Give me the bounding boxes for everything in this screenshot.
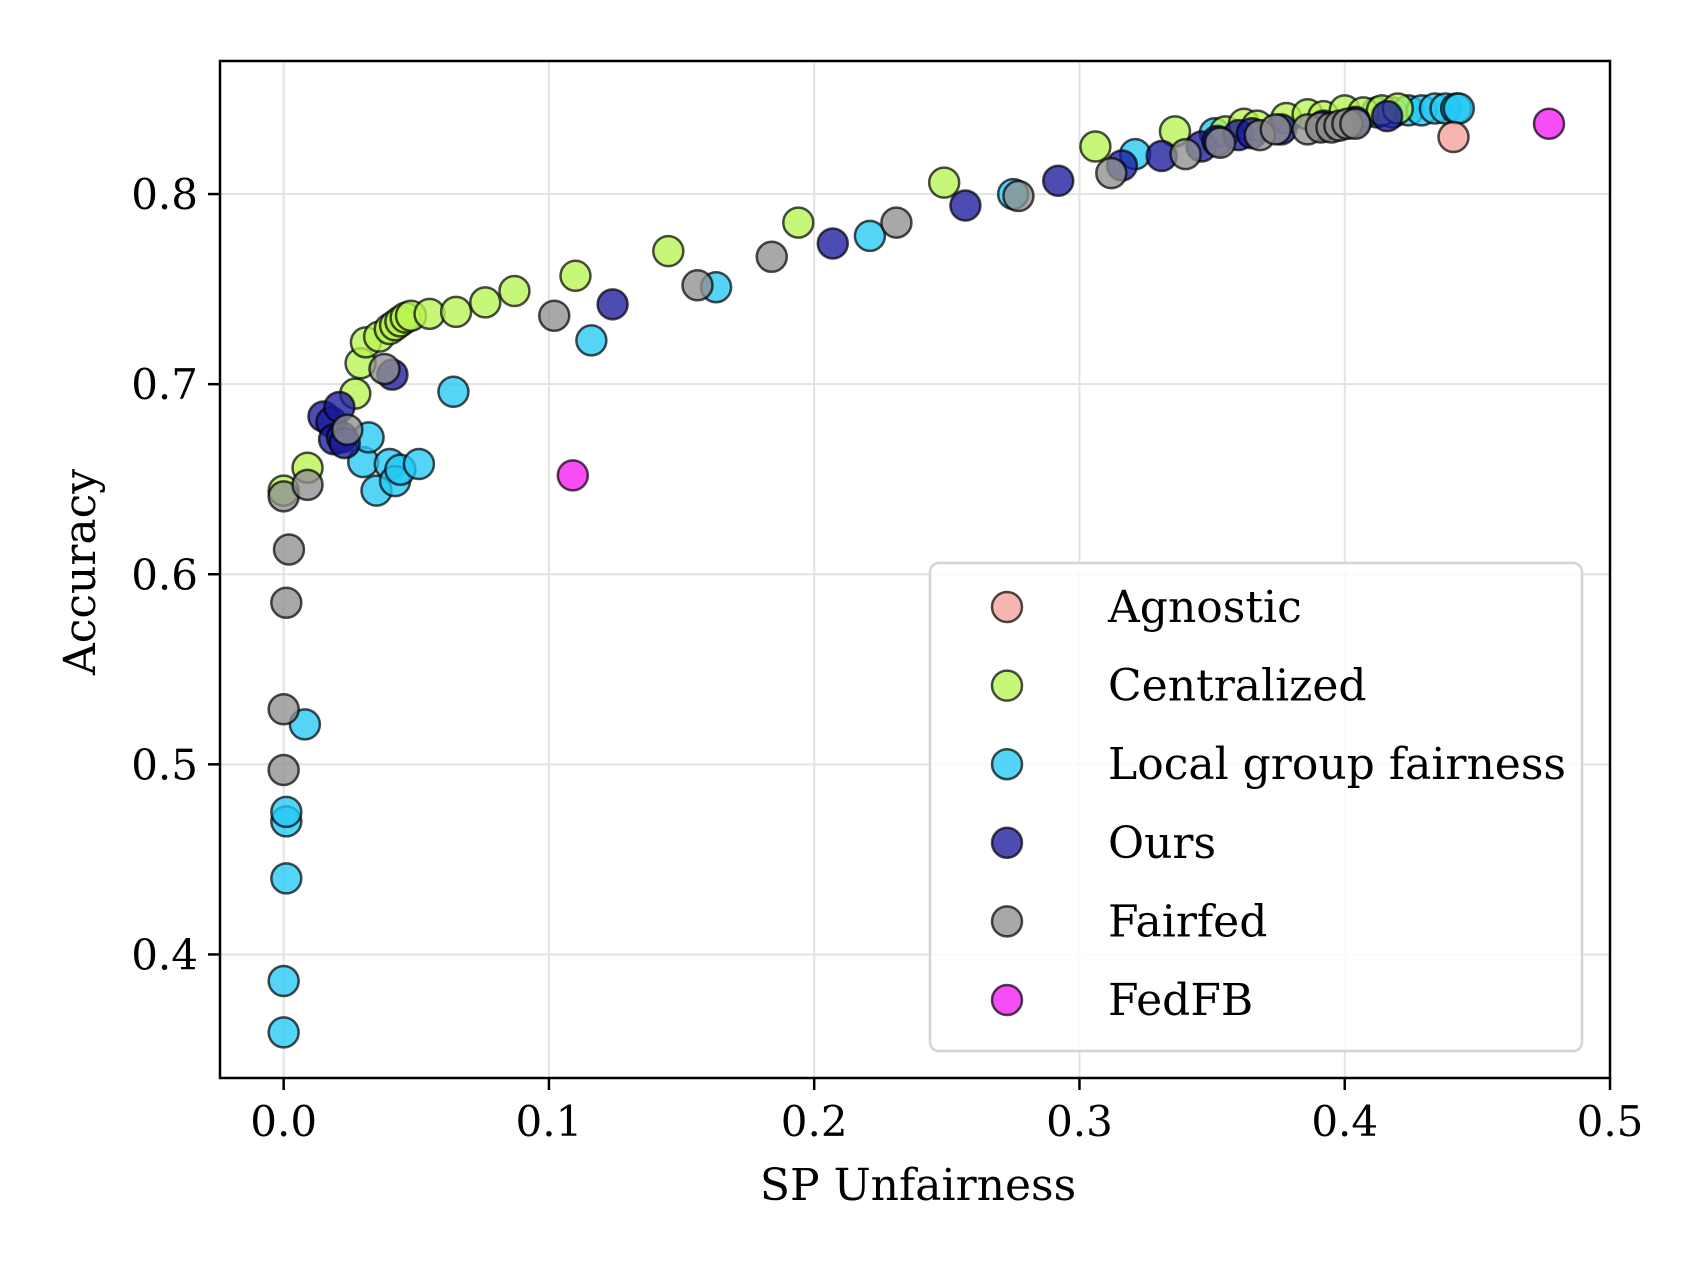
legend-label-centralized: Centralized xyxy=(1108,661,1367,712)
point-centralized xyxy=(1079,130,1112,163)
x-tick-label: 0.4 xyxy=(1311,1097,1378,1146)
legend-marker-fedfb xyxy=(990,983,1024,1017)
point-fairfed xyxy=(1169,137,1202,171)
point-ours xyxy=(1370,99,1404,133)
point-fairfed xyxy=(291,468,324,502)
point-fairfed xyxy=(755,240,789,274)
data-points xyxy=(267,92,1566,1049)
x-axis-label: SP Unfairness xyxy=(760,1160,1076,1211)
point-ours xyxy=(596,288,629,321)
x-tick-label: 0.0 xyxy=(250,1097,317,1146)
point-centralized xyxy=(498,274,531,308)
legend-label-fairfed: Fairfed xyxy=(1108,896,1267,947)
y-tick-label: 0.5 xyxy=(131,740,198,789)
point-ours xyxy=(816,227,850,260)
point-fairfed xyxy=(1259,113,1293,146)
legend-marker-centralized xyxy=(990,669,1024,702)
point-fairfed xyxy=(368,352,401,386)
y-axis-label: Accuracy xyxy=(55,469,106,676)
legend-marker-ours xyxy=(990,826,1024,860)
point-ours xyxy=(949,189,982,222)
point-fairfed xyxy=(537,299,571,332)
point-local-group-fairness xyxy=(270,795,303,829)
legend-label-agnostic: Agnostic xyxy=(1107,582,1302,633)
legend-label-fedfb: FedFB xyxy=(1108,975,1253,1026)
y-tick-label: 0.4 xyxy=(131,930,198,979)
point-local-group-fairness xyxy=(1442,92,1476,125)
point-fedfb xyxy=(1532,107,1566,140)
point-local-group-fairness xyxy=(575,324,608,357)
x-tick-label: 0.3 xyxy=(1046,1097,1113,1146)
point-fairfed xyxy=(267,753,300,787)
point-fairfed xyxy=(270,586,303,620)
point-fairfed xyxy=(267,692,300,726)
point-fairfed xyxy=(1095,156,1128,190)
legend: Agnostic Centralized Local group fairness O… xyxy=(928,561,1584,1053)
point-local-group-fairness xyxy=(437,375,470,409)
point-fairfed xyxy=(880,206,913,239)
y-tick-label: 0.7 xyxy=(131,360,198,409)
legend-marker-local-group-fairness xyxy=(990,747,1024,781)
point-fairfed xyxy=(1203,126,1237,159)
point-centralized xyxy=(782,206,815,239)
x-tick-label: 0.2 xyxy=(781,1097,848,1146)
point-centralized xyxy=(927,166,961,199)
legend-marker-agnostic xyxy=(990,590,1024,624)
legend-label-local-group-fairness: Local group fairness xyxy=(1108,739,1566,790)
point-local-group-fairness xyxy=(267,964,300,998)
y-tick-label: 0.8 xyxy=(131,170,198,219)
point-agnostic xyxy=(1437,120,1470,154)
y-tick-label: 0.6 xyxy=(131,550,198,599)
legend-label-ours: Ours xyxy=(1108,818,1216,869)
legend-marker-fairfed xyxy=(990,905,1024,938)
legend-box xyxy=(928,561,1584,1053)
point-centralized xyxy=(469,286,502,319)
point-fedfb xyxy=(556,459,590,492)
point-ours xyxy=(1041,164,1075,198)
point-centralized xyxy=(439,295,473,329)
point-fairfed xyxy=(272,533,306,566)
point-local-group-fairness xyxy=(270,862,303,895)
point-centralized xyxy=(652,234,685,268)
plot-frame xyxy=(218,59,1612,1080)
point-fairfed xyxy=(1002,179,1035,213)
point-fairfed xyxy=(1339,107,1372,140)
point-local-group-fairness xyxy=(267,1016,300,1049)
point-centralized xyxy=(559,259,592,293)
x-tick-label: 0.5 xyxy=(1577,1097,1644,1146)
point-local-group-fairness xyxy=(402,447,436,481)
point-local-group-fairness xyxy=(853,219,887,253)
x-tick-label: 0.1 xyxy=(516,1097,583,1146)
point-fairfed xyxy=(331,413,364,447)
point-fairfed xyxy=(681,269,714,302)
axis-ticks: 0.0 0.1 0.2 0.3 0.4 0.5 0.4 0.5 0.6 0.7 0.8 xyxy=(131,170,1643,1146)
